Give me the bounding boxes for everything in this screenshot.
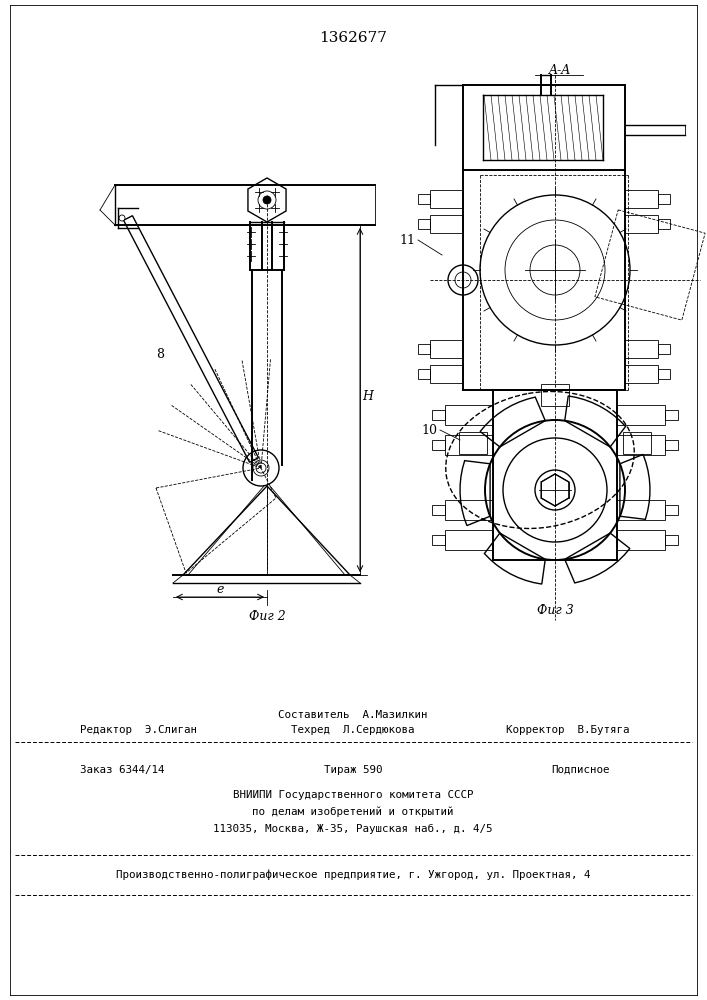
Text: 10: 10 — [421, 424, 437, 436]
Text: по делам изобретений и открытий: по делам изобретений и открытий — [252, 807, 454, 817]
Text: Тираж 590: Тираж 590 — [324, 765, 382, 775]
Circle shape — [119, 215, 125, 221]
Text: Заказ 6344/14: Заказ 6344/14 — [80, 765, 165, 775]
Text: Техред  Л.Сердюкова: Техред Л.Сердюкова — [291, 725, 415, 735]
Bar — [665, 440, 678, 450]
Bar — [459, 432, 486, 454]
Bar — [418, 219, 430, 229]
Bar — [658, 219, 670, 229]
Bar — [432, 440, 445, 450]
Text: Производственно-полиграфическое предприятие, г. Ужгород, ул. Проектная, 4: Производственно-полиграфическое предприя… — [116, 870, 590, 880]
Bar — [432, 535, 445, 545]
Bar — [665, 410, 678, 420]
Text: 11: 11 — [399, 233, 415, 246]
Bar — [617, 435, 665, 455]
Text: Редактор  Э.Слиган: Редактор Э.Слиган — [80, 725, 197, 735]
Bar — [445, 435, 493, 455]
Bar — [617, 405, 665, 425]
Bar — [445, 530, 493, 550]
Text: Фиг 2: Фиг 2 — [249, 610, 286, 624]
Bar — [658, 344, 670, 354]
Bar — [625, 190, 658, 208]
Bar — [658, 194, 670, 204]
Bar — [665, 535, 678, 545]
Bar — [658, 369, 670, 379]
Text: е: е — [216, 583, 223, 596]
Bar — [625, 365, 658, 383]
Bar — [625, 340, 658, 358]
Circle shape — [263, 196, 271, 204]
Bar — [418, 344, 430, 354]
Text: Составитель  А.Мазилкин: Составитель А.Мазилкин — [279, 710, 428, 720]
Bar — [430, 190, 463, 208]
Text: ВНИИПИ Государственного комитета СССР: ВНИИПИ Государственного комитета СССР — [233, 790, 473, 800]
Text: 1362677: 1362677 — [319, 31, 387, 45]
Text: Корректор  В.Бутяга: Корректор В.Бутяга — [506, 725, 630, 735]
Bar — [430, 340, 463, 358]
Text: A-A: A-A — [549, 64, 571, 77]
Text: Подписное: Подписное — [551, 765, 609, 775]
Bar — [432, 410, 445, 420]
Bar — [617, 530, 665, 550]
Bar — [432, 505, 445, 515]
Bar — [624, 432, 651, 454]
Bar — [418, 194, 430, 204]
Bar — [665, 505, 678, 515]
Bar — [617, 500, 665, 520]
Bar — [418, 369, 430, 379]
Bar — [445, 405, 493, 425]
Text: Фиг 3: Фиг 3 — [537, 603, 573, 616]
Text: 8: 8 — [156, 349, 164, 361]
Bar — [430, 365, 463, 383]
Text: H: H — [363, 390, 373, 403]
Bar — [625, 215, 658, 233]
Bar — [541, 384, 569, 406]
Bar — [430, 215, 463, 233]
Text: 113035, Москва, Ж-35, Раушская наб., д. 4/5: 113035, Москва, Ж-35, Раушская наб., д. … — [214, 824, 493, 834]
Bar — [445, 500, 493, 520]
